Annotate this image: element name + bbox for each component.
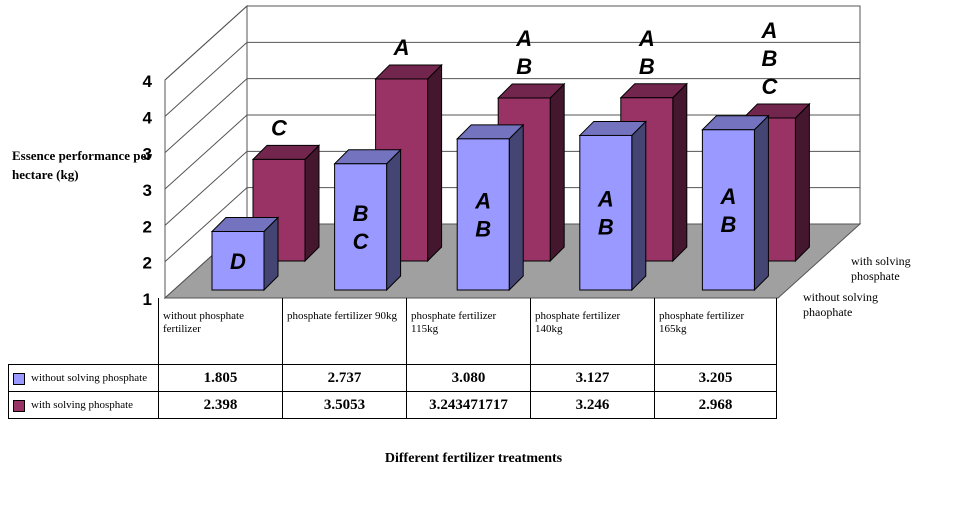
table-value: 3.080 xyxy=(406,364,531,392)
letter-label: B xyxy=(720,212,736,237)
depth-label-with-solving: with solving phosphate xyxy=(851,254,911,283)
bar-side xyxy=(672,82,688,263)
y-axis-label: Essence performance per hectare (kg) xyxy=(12,148,152,182)
table-corner xyxy=(8,298,159,365)
letter-label: B xyxy=(516,54,532,79)
table-value: 1.805 xyxy=(158,364,283,392)
letter-label: A xyxy=(393,35,410,60)
bar-front xyxy=(456,138,510,291)
letter-label: B xyxy=(761,46,777,71)
bar-front xyxy=(211,231,265,291)
table-value: 3.246 xyxy=(530,391,655,419)
table-row-with-solving: with solving phosphate 2.398 3.5053 3.24… xyxy=(8,391,777,419)
bar-front xyxy=(701,129,755,291)
bar-side xyxy=(631,120,647,292)
bar-side xyxy=(304,144,320,263)
legend-swatch-blue xyxy=(13,372,25,385)
gridline xyxy=(164,78,860,154)
bar-without-solving xyxy=(578,120,648,292)
bar-without-solving xyxy=(333,148,402,292)
letter-label: B xyxy=(639,54,655,79)
table-value: 3.205 xyxy=(654,364,777,392)
letter-label: A xyxy=(719,184,736,209)
bar-with-solving xyxy=(374,63,443,263)
table-category-3: phosphate fertilizer 115kg xyxy=(406,298,531,365)
x-axis-label: Different fertilizer treatments xyxy=(384,451,563,466)
data-table: without phosphate fertilizer phosphate f… xyxy=(8,298,777,419)
bar-without-solving xyxy=(701,114,770,292)
table-value: 2.398 xyxy=(158,391,283,419)
letter-label: B xyxy=(353,201,369,226)
letter-label: C xyxy=(271,115,288,140)
letter-label: A xyxy=(515,26,532,51)
letter-label: C xyxy=(761,74,778,99)
bar-side xyxy=(794,102,810,263)
letter-label: B xyxy=(598,215,614,240)
y-tick-label: 4 xyxy=(143,72,153,91)
table-category-1: without phosphate fertilizer xyxy=(158,298,283,365)
y-tick-label: 3 xyxy=(143,181,152,200)
bar-side xyxy=(508,123,524,292)
table-value: 3.243471717 xyxy=(406,391,531,419)
table-category-5: phosphate fertilizer 165kg xyxy=(654,298,777,365)
table-value: 2.737 xyxy=(282,364,407,392)
legend-entry-without-solving: without solving phosphate xyxy=(8,364,159,392)
bar-side xyxy=(427,63,443,263)
y-tick-label: 3 xyxy=(143,145,152,164)
letter-label: D xyxy=(230,249,246,274)
bar-without-solving xyxy=(455,123,525,292)
bar-without-solving xyxy=(210,216,280,292)
table-category-4: phosphate fertilizer 140kg xyxy=(530,298,655,365)
letter-label: A xyxy=(760,18,777,43)
series-without-solving-phosphate xyxy=(210,114,770,292)
table-row-without-solving: without solving phosphate 1.805 2.737 3.… xyxy=(8,364,777,392)
legend-entry-with-solving: with solving phosphate xyxy=(8,391,159,419)
bar-front xyxy=(579,134,633,291)
table-value: 3.5053 xyxy=(282,391,407,419)
bar-front xyxy=(252,158,306,262)
legend-swatch-maroon xyxy=(13,399,25,412)
y-tick-label: 2 xyxy=(143,254,152,273)
letter-label: A xyxy=(597,187,614,212)
gridline xyxy=(164,5,860,81)
bar-with-solving xyxy=(251,144,321,263)
bar-side xyxy=(549,82,565,263)
bar-side xyxy=(386,148,402,292)
table-header-row: without phosphate fertilizer phosphate f… xyxy=(8,298,777,365)
depth-label-without-solving: without solving phaophate xyxy=(803,290,879,319)
letter-label: B xyxy=(475,216,491,241)
letter-label: A xyxy=(638,26,655,51)
letter-label: A xyxy=(474,188,491,213)
table-value: 3.127 xyxy=(530,364,655,392)
y-tick-label: 2 xyxy=(143,217,152,236)
letter-label: C xyxy=(353,229,370,254)
legend-label: without solving phosphate xyxy=(31,371,148,384)
bar-side xyxy=(753,114,769,292)
table-value: 2.968 xyxy=(654,391,777,419)
gridline xyxy=(164,41,860,117)
y-tick-label: 4 xyxy=(143,108,153,127)
table-category-2: phosphate fertilizer 90kg xyxy=(282,298,407,365)
bar-front xyxy=(334,163,388,291)
legend-label: with solving phosphate xyxy=(31,398,134,411)
